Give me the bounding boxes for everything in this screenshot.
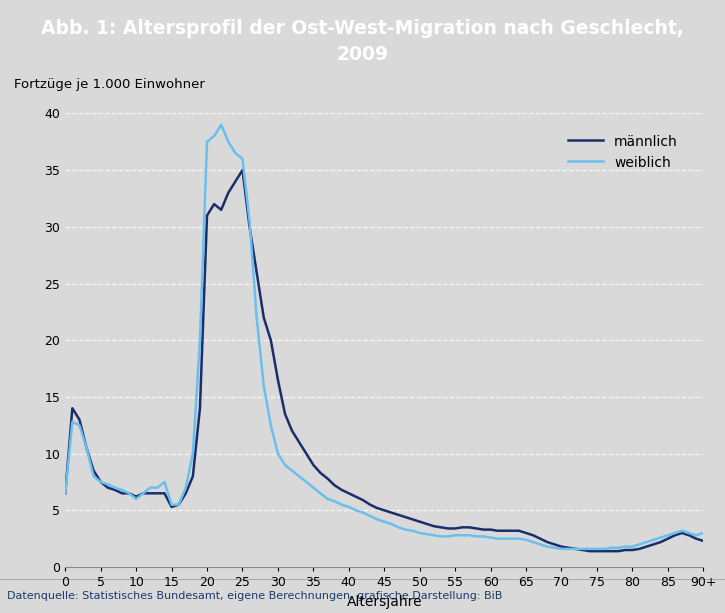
männlich bbox=[210, 200, 218, 208]
Text: Abb. 1: Altersprofil der Ost-West-Migration nach Geschlecht,
2009: Abb. 1: Altersprofil der Ost-West-Migrat… bbox=[41, 18, 684, 64]
Legend: männlich, weiblich: männlich, weiblich bbox=[563, 129, 684, 175]
männlich bbox=[436, 524, 445, 531]
Text: Fortzüge je 1.000 Einwohner: Fortzüge je 1.000 Einwohner bbox=[14, 78, 205, 91]
Text: Datenquelle: Statistisches Bundesamt, eigene Berechnungen, grafische Darstellung: Datenquelle: Statistisches Bundesamt, ei… bbox=[7, 591, 502, 601]
weiblich bbox=[436, 533, 445, 540]
männlich bbox=[61, 490, 70, 497]
männlich bbox=[224, 189, 233, 196]
männlich bbox=[614, 547, 623, 555]
männlich bbox=[139, 490, 148, 497]
weiblich bbox=[699, 529, 708, 537]
Line: männlich: männlich bbox=[65, 170, 703, 551]
Line: weiblich: weiblich bbox=[65, 125, 703, 549]
weiblich bbox=[557, 545, 566, 552]
männlich bbox=[692, 535, 700, 543]
männlich bbox=[238, 166, 247, 174]
weiblich bbox=[61, 490, 70, 497]
X-axis label: Altersjahre: Altersjahre bbox=[347, 595, 422, 609]
weiblich bbox=[231, 150, 240, 157]
männlich bbox=[586, 547, 594, 555]
weiblich bbox=[614, 544, 623, 552]
weiblich bbox=[139, 490, 148, 497]
weiblich bbox=[210, 132, 218, 140]
weiblich bbox=[692, 531, 700, 539]
männlich bbox=[699, 537, 708, 544]
weiblich bbox=[217, 121, 225, 129]
